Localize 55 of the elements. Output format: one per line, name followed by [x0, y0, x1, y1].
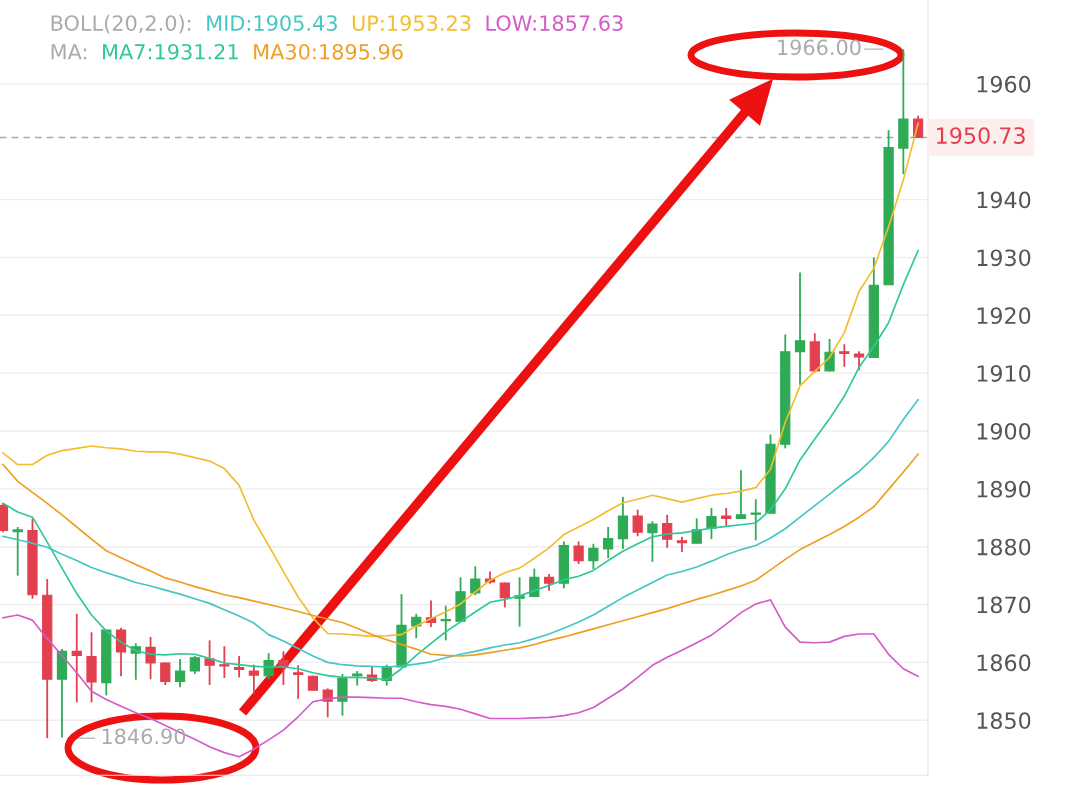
candlestick: [278, 650, 289, 686]
text: MA7:1931.21: [103, 43, 238, 60]
candlestick: [588, 542, 599, 571]
candlestick: [632, 508, 643, 538]
candlestick: [219, 645, 230, 679]
candlestick: [160, 661, 171, 686]
candlestick: [647, 520, 658, 563]
candlestick: [337, 673, 348, 717]
annotation: MA:: [51, 44, 87, 60]
candlestick: [263, 652, 274, 681]
text: LOW:1857.63: [486, 15, 623, 31]
candlestick: [853, 350, 865, 372]
y-tick-label: 1890: [977, 480, 1031, 498]
candlestick: [145, 636, 156, 681]
candlestick: [794, 271, 806, 386]
candlestick: [440, 604, 451, 642]
y-tick-label: 1960: [977, 75, 1031, 93]
annotation: 1846.90: [102, 728, 186, 745]
candlestick: [293, 664, 304, 700]
candlestick: [691, 517, 702, 545]
candlestick: [115, 626, 127, 678]
candlestick: [750, 498, 761, 542]
candlestick: [499, 581, 510, 609]
annotation: BOLL(20,2.0):: [51, 14, 191, 34]
candlestick: [470, 565, 481, 597]
y-tick-label: 1930: [977, 249, 1031, 267]
y-tick-label: 1900: [977, 422, 1031, 440]
text: MA30:1895.96: [254, 43, 403, 60]
text: MID:1905.43: [207, 15, 337, 31]
candlestick: [174, 658, 186, 689]
candlestick: [71, 612, 82, 704]
candlestick: [603, 526, 614, 560]
candlestick: [839, 343, 850, 368]
candlestick: [529, 567, 540, 598]
y-tick-label: 1940: [977, 191, 1031, 209]
candlestick: [204, 639, 215, 686]
y-tick-label: 1910: [977, 365, 1031, 382]
annotation: 1966.00: [778, 39, 861, 56]
y-tick-label: 1870: [977, 596, 1031, 614]
y-tick-label: 1850: [977, 712, 1031, 729]
candlestick: [735, 469, 747, 520]
candlestick: [706, 507, 717, 541]
y-tick-label: 1860: [977, 654, 1031, 672]
y-tick-label: 1920: [977, 307, 1031, 325]
ref-line-label: 1950.73: [937, 127, 1025, 144]
candlestick: [233, 655, 245, 679]
candlestick: [322, 687, 333, 719]
text: UP:1953.23: [352, 15, 471, 31]
y-tick-label: 1880: [977, 538, 1031, 556]
line-series: [2, 599, 919, 758]
candlestick: [248, 663, 260, 696]
candlestick: [12, 526, 23, 577]
candlestick: [573, 540, 584, 565]
line-series: [2, 453, 919, 657]
candlestick: [617, 496, 629, 550]
